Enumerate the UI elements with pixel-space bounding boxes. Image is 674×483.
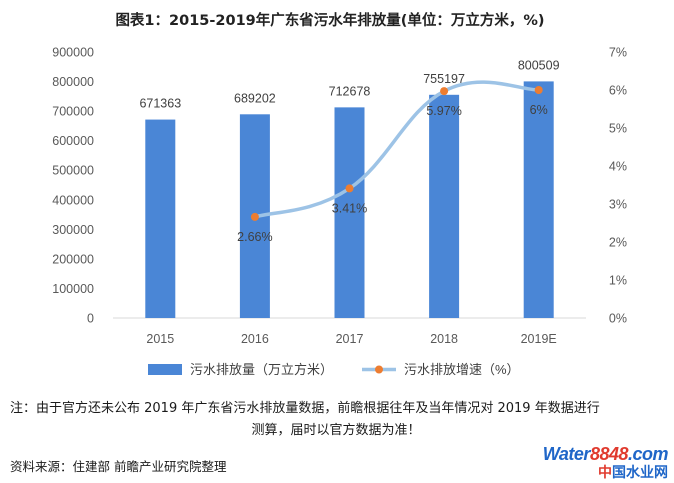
chart-title: 图表1：2015-2019年广东省污水年排放量(单位：万立方米，%) bbox=[115, 11, 544, 29]
right-tick-label: 7% bbox=[609, 46, 627, 60]
right-tick-label: 6% bbox=[609, 84, 627, 98]
right-tick-label: 1% bbox=[609, 274, 627, 288]
growth-point bbox=[534, 86, 543, 94]
left-tick-label: 500000 bbox=[52, 164, 94, 178]
logo-brand-c: .com bbox=[627, 444, 669, 464]
left-tick-label: 100000 bbox=[52, 282, 94, 296]
note-line-2: 测算，届时以官方数据为准！ bbox=[251, 423, 421, 438]
right-axis: 0% 1% 2% 3% 4% 5% 6% 7% bbox=[609, 46, 627, 326]
right-tick-label: 3% bbox=[609, 198, 627, 212]
x-tick-label: 2015 bbox=[146, 332, 174, 346]
bar-value-label: 671363 bbox=[139, 97, 181, 111]
right-tick-label: 4% bbox=[609, 160, 627, 174]
bar bbox=[429, 94, 460, 318]
left-tick-label: 0 bbox=[87, 312, 94, 326]
legend-line-marker bbox=[375, 365, 383, 374]
x-tick-label: 2016 bbox=[241, 332, 269, 346]
chart-note: 注：由于官方还未公布 2019 年广东省污水排放量数据，前瞻根据往年及当年情况对… bbox=[10, 398, 662, 442]
source-text: 资料来源：住建部 前瞻产业研究院整理 bbox=[10, 459, 227, 474]
right-tick-label: 0% bbox=[609, 312, 627, 326]
right-tick-label: 5% bbox=[609, 122, 627, 136]
growth-point bbox=[440, 87, 449, 96]
left-tick-label: 800000 bbox=[52, 75, 94, 89]
bar bbox=[334, 107, 365, 318]
bar bbox=[145, 119, 176, 318]
line-series: 2.66% 3.41% 5.97% 6% bbox=[237, 80, 548, 244]
bar-value-label: 755197 bbox=[423, 72, 465, 86]
left-tick-label: 700000 bbox=[52, 105, 94, 119]
bar-value-label: 689202 bbox=[234, 91, 276, 105]
growth-value-label: 5.97% bbox=[426, 104, 461, 118]
x-tick-label: 2017 bbox=[336, 332, 364, 346]
growth-value-label: 3.41% bbox=[332, 201, 367, 215]
x-tick-label: 2019E bbox=[521, 332, 557, 346]
x-tick-label: 2018 bbox=[430, 332, 458, 346]
logo-brand-b: 8848 bbox=[589, 444, 629, 464]
x-axis: 2015 2016 2017 2018 2019E bbox=[146, 332, 556, 346]
left-tick-label: 400000 bbox=[52, 193, 94, 207]
growth-line bbox=[254, 80, 539, 219]
chart: 图表1：2015-2019年广东省污水年排放量(单位：万立方米，%) 0 1000… bbox=[52, 11, 627, 377]
right-tick-label: 2% bbox=[609, 236, 627, 250]
bar-value-label: 712678 bbox=[329, 84, 371, 98]
growth-point bbox=[250, 212, 259, 221]
logo-sub-b: 国水业网 bbox=[612, 464, 668, 480]
water8848-logo: Water8848.com 中国水业网 bbox=[542, 444, 669, 480]
left-tick-label: 600000 bbox=[52, 134, 94, 148]
growth-value-label: 6% bbox=[530, 103, 548, 117]
legend: 污水排放量（万立方米） 污水排放增速（%） bbox=[148, 362, 520, 377]
note-line-1: 注：由于官方还未公布 2019 年广东省污水排放量数据，前瞻根据往年及当年情况对… bbox=[10, 401, 600, 416]
legend-bar-label: 污水排放量（万立方米） bbox=[190, 362, 333, 377]
left-axis: 0 100000 200000 300000 400000 500000 600000 700… bbox=[52, 46, 94, 326]
growth-point bbox=[345, 184, 354, 193]
left-tick-label: 300000 bbox=[52, 223, 94, 237]
logo-brand-a: Water bbox=[542, 444, 591, 464]
legend-line-label: 污水排放增速（%） bbox=[404, 362, 520, 377]
bar-series: 671363 689202 712678 755197 800509 bbox=[139, 58, 560, 318]
left-tick-label: 900000 bbox=[52, 46, 94, 60]
left-tick-label: 200000 bbox=[52, 252, 94, 266]
growth-value-label: 2.66% bbox=[237, 230, 272, 244]
logo-sub-a: 中 bbox=[598, 464, 612, 480]
bar bbox=[523, 81, 554, 318]
legend-bar-swatch bbox=[148, 364, 182, 375]
bar-value-label: 800509 bbox=[518, 58, 560, 72]
